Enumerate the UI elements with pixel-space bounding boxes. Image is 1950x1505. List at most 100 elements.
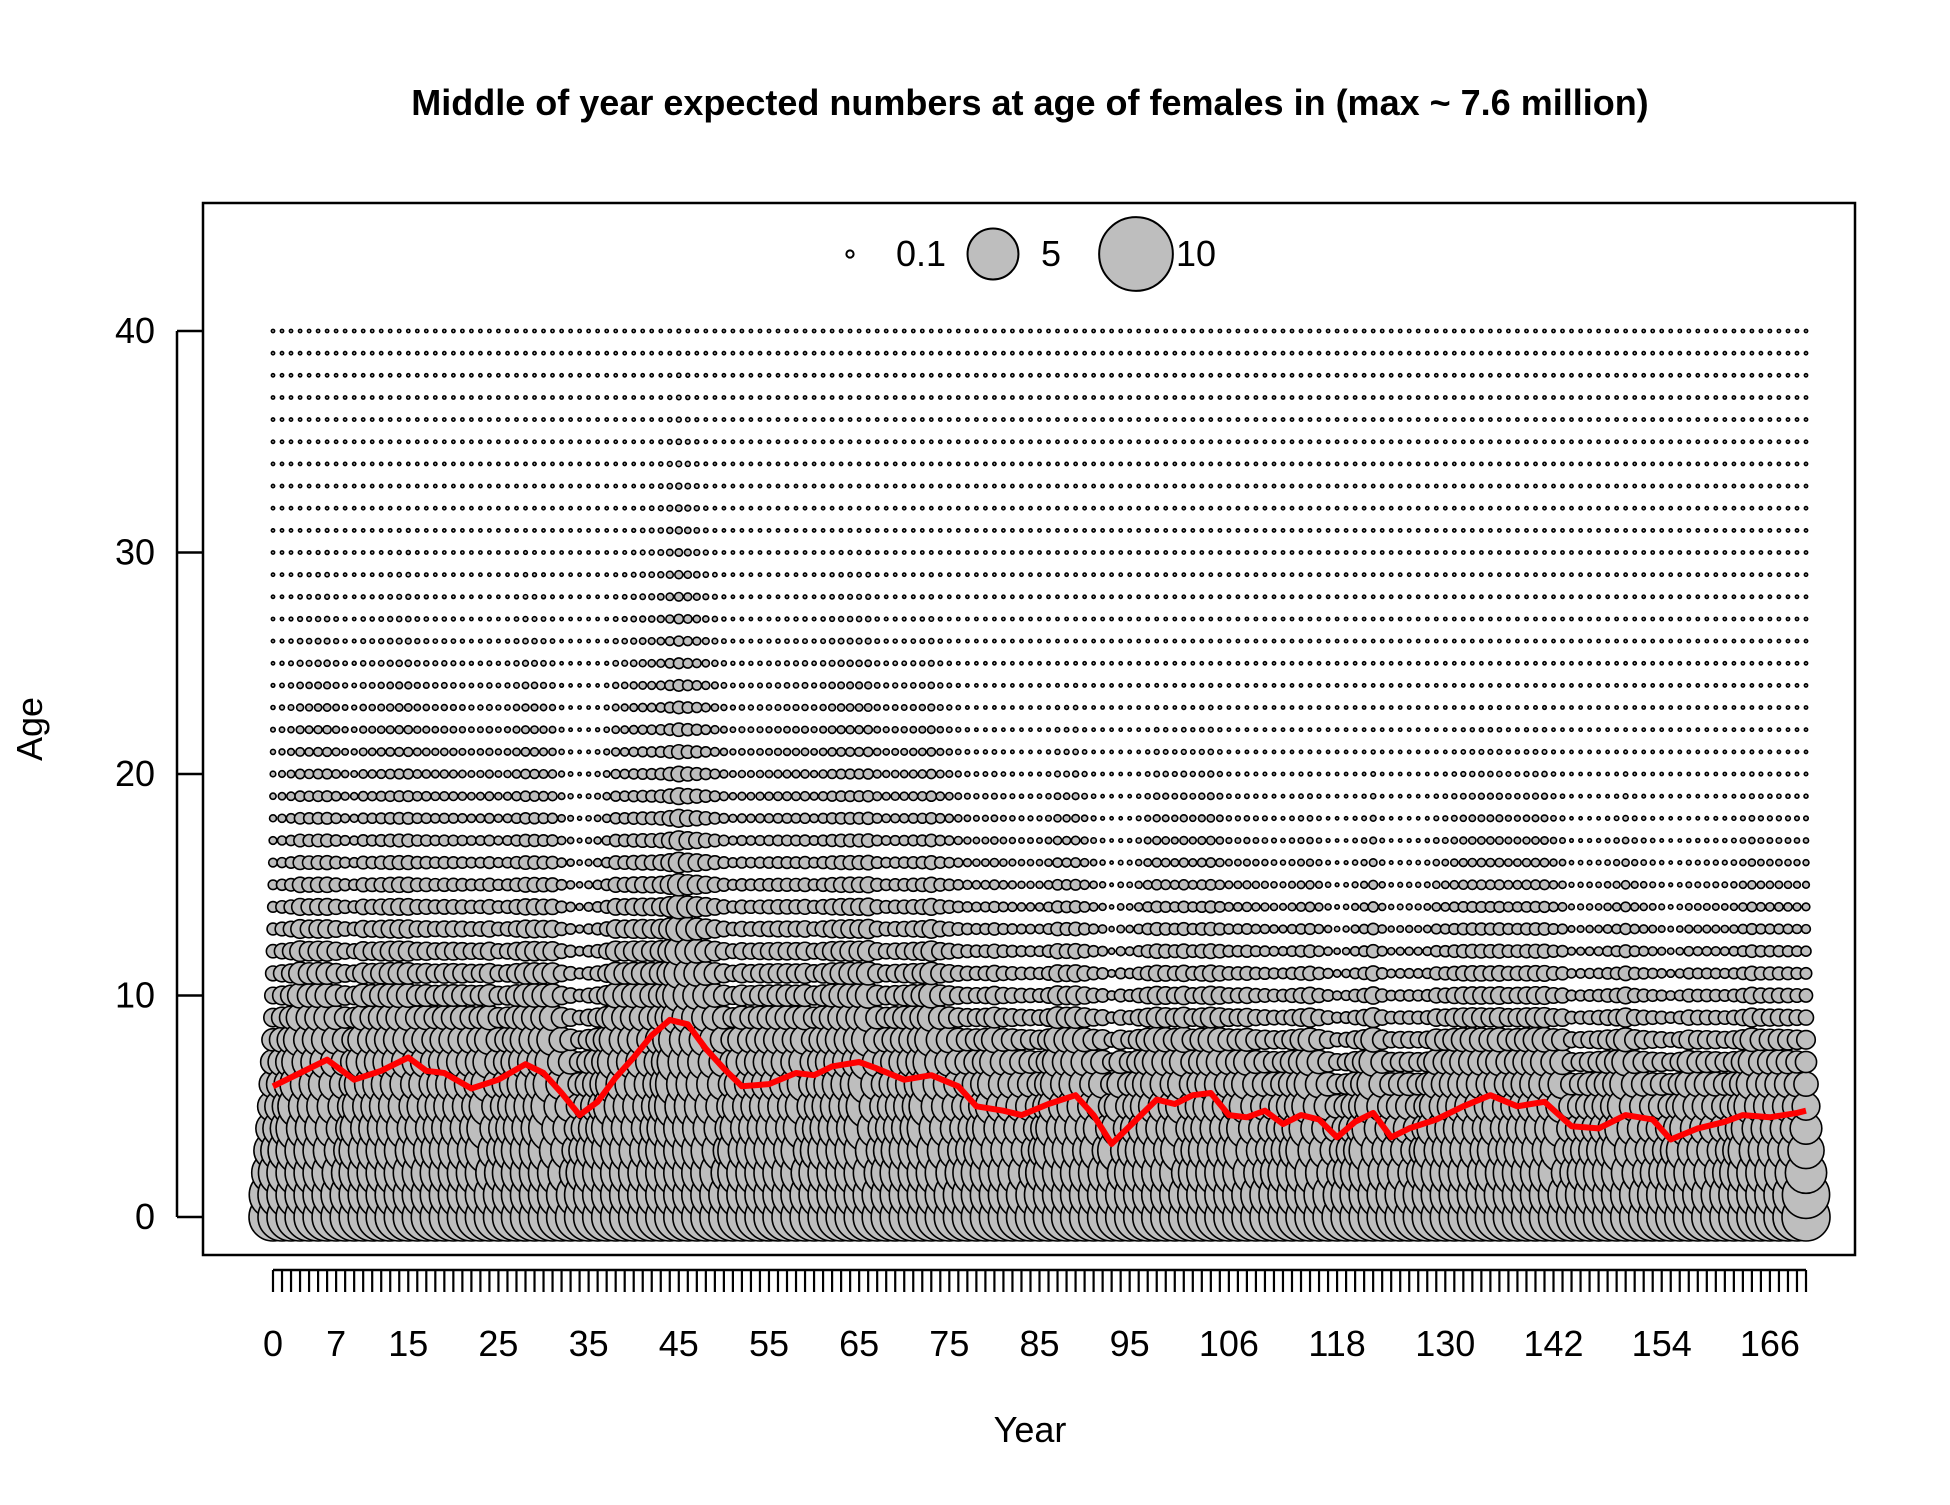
bubble bbox=[1343, 859, 1349, 866]
bubble bbox=[738, 726, 746, 734]
bubble bbox=[351, 682, 358, 689]
bubble bbox=[1226, 594, 1232, 600]
bubble bbox=[1046, 372, 1051, 378]
bubble bbox=[539, 703, 548, 712]
bubble bbox=[754, 813, 766, 824]
bubble bbox=[432, 328, 438, 334]
bubble bbox=[505, 594, 510, 600]
bubble bbox=[1343, 483, 1349, 489]
bubble bbox=[792, 660, 800, 667]
bubble bbox=[468, 483, 474, 489]
bubble bbox=[440, 725, 449, 734]
bubble bbox=[748, 572, 754, 578]
bubble bbox=[1154, 572, 1160, 578]
bubble bbox=[991, 372, 997, 378]
bubble bbox=[450, 638, 457, 644]
bubble bbox=[1235, 328, 1241, 334]
bubble bbox=[441, 616, 448, 622]
bubble bbox=[1334, 417, 1340, 423]
bubble bbox=[964, 461, 970, 467]
bubble bbox=[1145, 483, 1151, 489]
bubble bbox=[532, 417, 537, 423]
bubble bbox=[468, 439, 474, 445]
bubble bbox=[477, 395, 483, 400]
bubble bbox=[594, 770, 601, 778]
bubble bbox=[548, 747, 557, 757]
bubble bbox=[1037, 505, 1042, 511]
bubble bbox=[620, 725, 630, 735]
bubble bbox=[755, 791, 765, 801]
bubble bbox=[332, 659, 340, 667]
bubble bbox=[610, 768, 621, 780]
bubble bbox=[1027, 771, 1034, 777]
bubble bbox=[1100, 572, 1106, 578]
bubble bbox=[1145, 439, 1151, 445]
bubble bbox=[1073, 550, 1079, 555]
bubble bbox=[1235, 395, 1241, 400]
bubble bbox=[901, 461, 907, 467]
bubble bbox=[1289, 483, 1295, 489]
bubble bbox=[1096, 945, 1109, 957]
bubble bbox=[603, 704, 610, 711]
bubble bbox=[712, 461, 718, 467]
bubble bbox=[721, 594, 727, 600]
bubble bbox=[963, 814, 972, 823]
bubble bbox=[441, 527, 447, 533]
bubble bbox=[475, 813, 486, 824]
bubble bbox=[1253, 328, 1259, 334]
bubble bbox=[1307, 505, 1313, 511]
bubble bbox=[586, 638, 592, 644]
bubble bbox=[1235, 705, 1241, 710]
bubble bbox=[773, 769, 783, 779]
bubble bbox=[655, 680, 666, 691]
bubble bbox=[341, 682, 349, 689]
bubble bbox=[781, 812, 793, 824]
bubble bbox=[523, 395, 528, 400]
bubble bbox=[1253, 749, 1259, 755]
bubble bbox=[1253, 727, 1259, 733]
bubble bbox=[1305, 879, 1315, 890]
bubble bbox=[1037, 727, 1042, 733]
bubble bbox=[559, 527, 565, 533]
bubble bbox=[297, 461, 303, 467]
bubble bbox=[991, 572, 997, 578]
bubble bbox=[441, 505, 447, 511]
bubble bbox=[1225, 836, 1233, 845]
bubble bbox=[891, 747, 900, 756]
bubble bbox=[468, 505, 474, 511]
bubble bbox=[440, 703, 449, 712]
bubble bbox=[270, 704, 276, 711]
bubble bbox=[1073, 372, 1079, 378]
bubble bbox=[567, 749, 574, 755]
bubble bbox=[748, 417, 754, 423]
bubble bbox=[694, 350, 700, 356]
bubble bbox=[1055, 328, 1060, 334]
bubble bbox=[1100, 616, 1106, 622]
bubble bbox=[730, 638, 736, 644]
bubble bbox=[477, 550, 483, 555]
bubble bbox=[585, 793, 592, 800]
bubble bbox=[486, 638, 493, 644]
bubble bbox=[1190, 572, 1196, 578]
bubble bbox=[441, 395, 447, 400]
bubble bbox=[1262, 461, 1268, 467]
bubble bbox=[766, 660, 772, 667]
bubble bbox=[991, 527, 997, 533]
bubble bbox=[1100, 372, 1106, 378]
bubble bbox=[1289, 550, 1295, 555]
bubble bbox=[531, 637, 538, 645]
bubble bbox=[685, 350, 691, 356]
bubble bbox=[656, 658, 666, 669]
bubble bbox=[928, 593, 935, 600]
bubble bbox=[1280, 395, 1286, 400]
bubble bbox=[1190, 505, 1196, 511]
bubble bbox=[784, 372, 790, 378]
bubble bbox=[1333, 925, 1341, 933]
bubble bbox=[946, 372, 952, 378]
bubble bbox=[1244, 660, 1250, 666]
bubble bbox=[928, 328, 934, 334]
bubble bbox=[458, 725, 467, 734]
bubble bbox=[1037, 328, 1042, 334]
bubble bbox=[486, 527, 492, 533]
bubble bbox=[657, 505, 664, 512]
